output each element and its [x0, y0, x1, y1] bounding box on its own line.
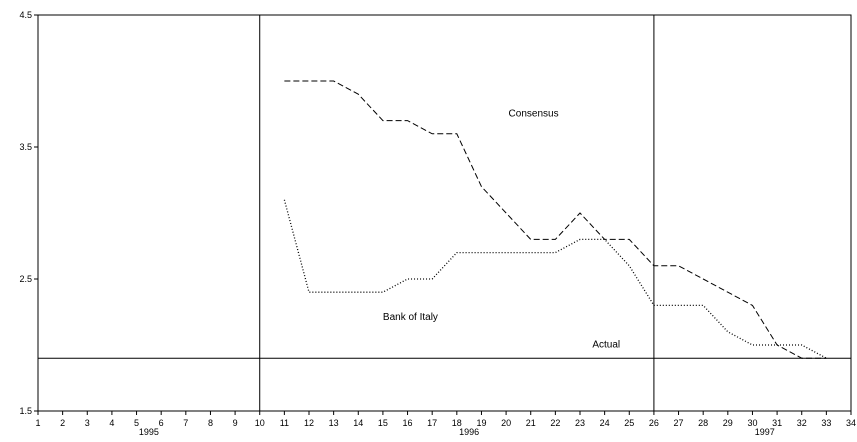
x-tick-label: 7	[183, 418, 188, 428]
x-tick-label: 3	[85, 418, 90, 428]
boi-series-line	[283, 199, 827, 359]
x-tick-label: 25	[624, 418, 634, 428]
y-tick-label: 3.5	[19, 142, 32, 152]
x-tick-label: 22	[550, 418, 560, 428]
x-tick-label: 30	[747, 418, 757, 428]
year-label: 1996	[459, 427, 479, 437]
consensus-series-line	[284, 80, 827, 359]
consensus-label: Consensus	[509, 109, 559, 120]
x-tick-label: 21	[526, 418, 536, 428]
x-tick-label: 9	[233, 418, 238, 428]
x-tick-label: 27	[674, 418, 684, 428]
x-tick-label: 32	[797, 418, 807, 428]
x-tick-label: 13	[329, 418, 339, 428]
x-tick-label: 12	[304, 418, 314, 428]
x-tick-label: 16	[403, 418, 413, 428]
bank-of-italy-label: Bank of Italy	[383, 312, 438, 323]
x-tick-label: 29	[723, 418, 733, 428]
y-tick-label: 4.5	[19, 10, 32, 20]
x-tick-label: 14	[353, 418, 363, 428]
x-tick-label: 5	[134, 418, 139, 428]
x-tick-label: 28	[698, 418, 708, 428]
x-tick-label: 15	[378, 418, 388, 428]
x-tick-label: 33	[821, 418, 831, 428]
y-tick-label: 1.5	[19, 406, 32, 416]
x-tick-label: 24	[600, 418, 610, 428]
year-label: 1997	[755, 427, 775, 437]
period-dividers	[259, 15, 655, 411]
plot-frame	[37, 14, 852, 412]
series-group	[283, 80, 827, 359]
x-tick-label: 2	[60, 418, 65, 428]
x-tick-label: 26	[649, 418, 659, 428]
x-tick-label: 18	[452, 418, 462, 428]
x-tick-label: 11	[280, 418, 289, 428]
x-tick-label: 19	[476, 418, 486, 428]
x-tick-label: 6	[159, 418, 164, 428]
x-tick-label: 4	[109, 418, 114, 428]
y-tick-label: 2.5	[19, 274, 32, 284]
year-label: 1995	[139, 427, 159, 437]
y-axis: 1.5 2.5 3.5 4.5	[19, 10, 38, 416]
x-tick-label: 1	[35, 418, 40, 428]
x-tick-label: 23	[575, 418, 585, 428]
x-tick-label: 20	[501, 418, 511, 428]
x-tick-label: 17	[427, 418, 437, 428]
x-tick-label: 10	[255, 418, 265, 428]
x-tick-label: 34	[846, 418, 856, 428]
actual-label: Actual	[592, 340, 620, 351]
x-tick-label: 8	[208, 418, 213, 428]
x-axis: 1 2 3 4 5 6 7 8 9 10 11 12 13 14 15 16 17 18 19 20 21 22 23 24 2…	[35, 411, 856, 437]
annotations: Consensus Bank of Italy Actual	[383, 109, 620, 351]
x-tick-label: 31	[772, 418, 782, 428]
